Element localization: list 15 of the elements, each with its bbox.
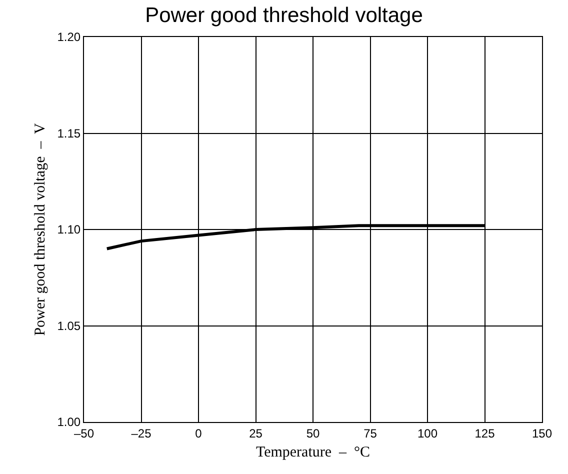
y-tick-label: 1.10 <box>57 222 81 237</box>
x-tick-label: 150 <box>532 426 552 440</box>
x-tick-label: –25 <box>131 426 152 440</box>
y-tick-label: 1.15 <box>57 126 81 140</box>
x-tick-label: 0 <box>195 426 202 440</box>
x-tick-label: 75 <box>364 426 378 440</box>
y-tick-label: 1.05 <box>57 318 81 333</box>
y-axis-title: Power good threshold voltage – V <box>32 123 48 336</box>
x-tick-label: 25 <box>249 426 263 440</box>
x-tick-label: 125 <box>474 426 496 440</box>
x-tick-label: 50 <box>306 426 320 440</box>
x-tick-label: 100 <box>417 426 438 440</box>
chart-title: Power good threshold voltage <box>145 4 423 27</box>
y-tick-label: 1.20 <box>57 30 81 44</box>
x-axis-title: Temperature – °C <box>256 444 370 460</box>
